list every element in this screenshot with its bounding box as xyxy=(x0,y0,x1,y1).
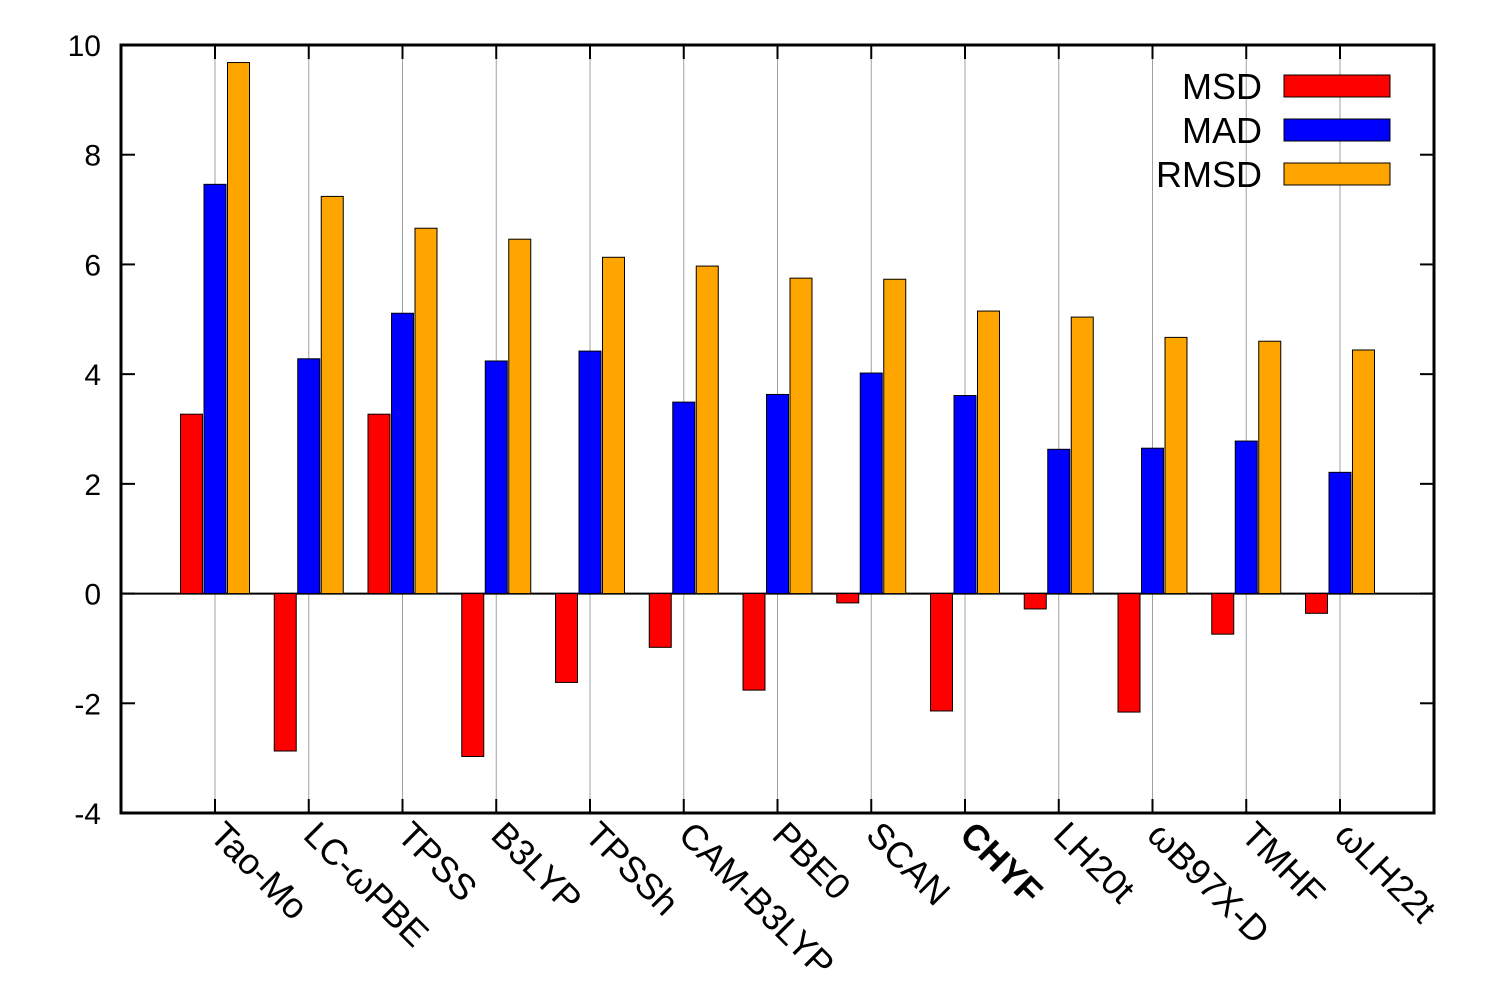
bar-rmsd-6 xyxy=(789,277,813,595)
bar-msd-4 xyxy=(555,593,578,683)
bar-msd-7 xyxy=(836,593,860,604)
bar-mad-0 xyxy=(203,183,227,595)
bar-mad-1 xyxy=(297,358,321,595)
y-tick-label: 6 xyxy=(84,249,101,282)
bar-msd-1 xyxy=(273,593,297,752)
bar-rmsd-4 xyxy=(602,256,625,595)
bar-mad-5 xyxy=(672,401,696,595)
bar-rmsd-9 xyxy=(1070,316,1094,595)
x-category-label: LH20t xyxy=(1046,814,1143,911)
bar-rmsd-11 xyxy=(1258,340,1282,595)
bar-msd-12 xyxy=(1305,593,1328,614)
bar-rmsd-5 xyxy=(695,265,719,595)
legend-swatch-rmsd xyxy=(1283,162,1391,186)
bar-msd-10 xyxy=(1117,593,1141,713)
legend-swatch-msd xyxy=(1283,74,1391,98)
bar-msd-9 xyxy=(1023,593,1047,610)
bar-mad-7 xyxy=(859,372,883,595)
bar-msd-6 xyxy=(742,593,766,691)
bar-mad-2 xyxy=(391,312,414,595)
bar-rmsd-2 xyxy=(414,227,438,595)
x-category-label: B3LYP xyxy=(484,814,590,920)
x-category-label: TPSSh xyxy=(577,814,687,924)
bars xyxy=(180,62,1375,757)
bar-rmsd-1 xyxy=(320,195,344,595)
bar-mad-3 xyxy=(484,360,508,595)
y-tick-label: -2 xyxy=(74,688,101,721)
legend-label-rmsd: RMSD xyxy=(1156,154,1262,195)
bar-msd-0 xyxy=(180,413,203,595)
bar-rmsd-8 xyxy=(977,310,1000,595)
legend-swatch-mad xyxy=(1283,118,1391,142)
x-category-label: Tao-Mo xyxy=(202,814,316,928)
y-tick-label: 4 xyxy=(84,359,101,392)
bar-msd-5 xyxy=(648,593,672,648)
bar-mad-4 xyxy=(578,350,602,595)
y-tick-label: 2 xyxy=(84,469,101,502)
bar-mad-8 xyxy=(953,395,977,595)
bar-mad-10 xyxy=(1141,447,1164,595)
bar-rmsd-3 xyxy=(508,238,532,595)
bar-rmsd-10 xyxy=(1164,336,1188,595)
x-category-label: SCAN xyxy=(859,814,959,914)
x-category-label: ωLH22t xyxy=(1327,814,1444,931)
bar-msd-3 xyxy=(461,593,485,757)
bar-rmsd-12 xyxy=(1352,349,1375,595)
bar-mad-9 xyxy=(1047,448,1071,595)
x-category-label: CHYF xyxy=(952,814,1050,912)
bar-msd-8 xyxy=(930,593,953,712)
bar-mad-12 xyxy=(1328,471,1352,595)
y-tick-label: 8 xyxy=(84,140,101,173)
bar-mad-6 xyxy=(766,393,789,595)
bar-rmsd-7 xyxy=(883,278,907,595)
legend-label-mad: MAD xyxy=(1182,110,1262,151)
legend-label-msd: MSD xyxy=(1182,66,1262,107)
bar-msd-2 xyxy=(367,413,391,595)
y-tick-label: 10 xyxy=(68,30,101,63)
bar-rmsd-0 xyxy=(227,62,250,595)
y-tick-label: -4 xyxy=(74,798,101,831)
y-tick-label: 0 xyxy=(84,579,101,612)
bar-msd-11 xyxy=(1211,593,1235,635)
bar-mad-11 xyxy=(1234,440,1258,595)
